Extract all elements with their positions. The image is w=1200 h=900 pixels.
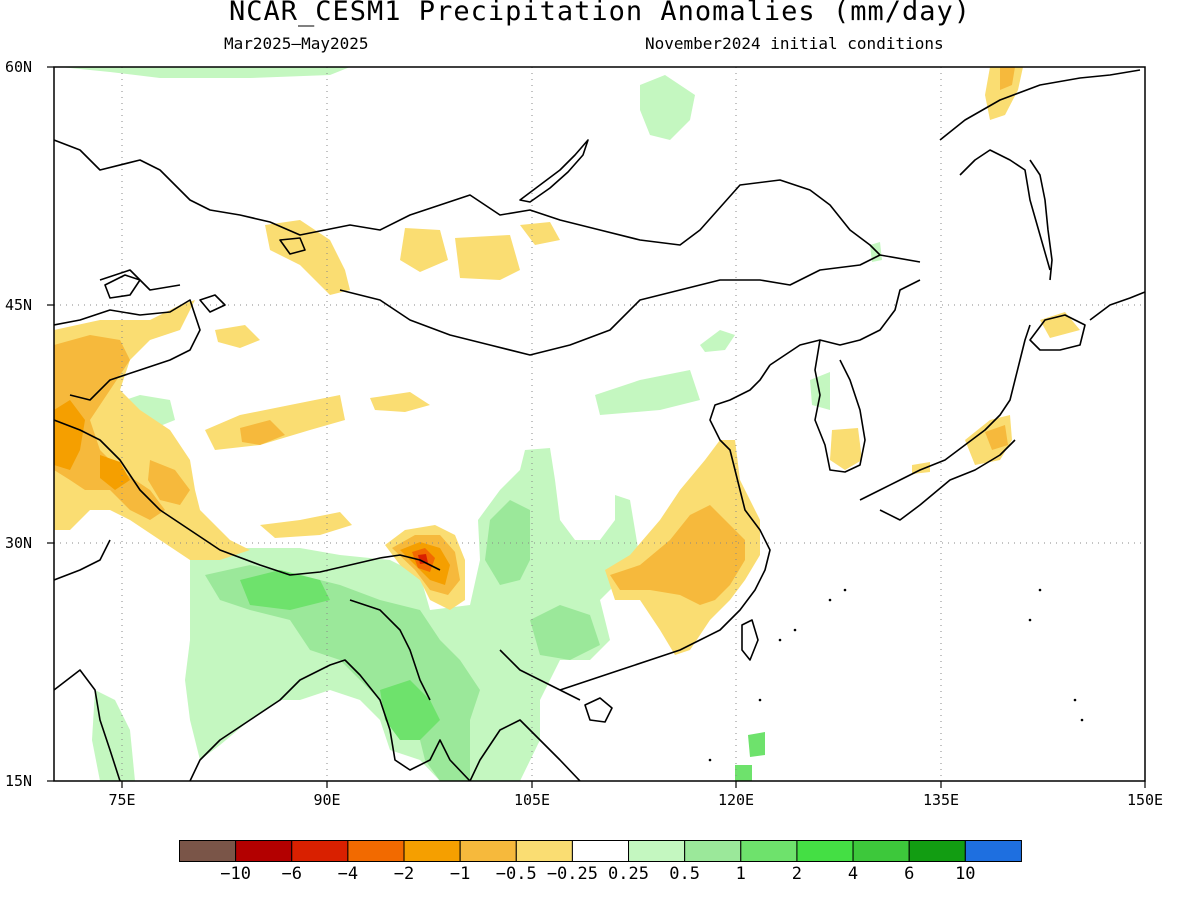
- dry-region-dzungar: [215, 325, 260, 348]
- colorbar-swatch: [515, 840, 573, 862]
- colorbar-label: 6: [904, 864, 915, 884]
- lat-label-45n: 45N: [5, 296, 33, 314]
- lat-label-30n: 30N: [5, 534, 33, 552]
- islands: [708, 588, 1084, 762]
- dry-region-mongolia-3: [520, 222, 560, 245]
- colorbar-swatch: [852, 840, 910, 862]
- wet-region-indochina-north: [530, 605, 600, 660]
- colorbar-swatch: [796, 840, 854, 862]
- colorbar-label: 0.25: [608, 864, 649, 884]
- wet-region-india-west: [92, 690, 135, 781]
- map-grid: [54, 67, 1145, 781]
- colorbar-swatch: [403, 840, 461, 862]
- colorbar-swatch: [740, 840, 798, 862]
- dry-region-korea-south: [830, 428, 862, 470]
- wet-region-mongolia-south: [700, 330, 735, 352]
- map-frame: [53, 66, 1146, 782]
- initial-conditions-label: November2024 initial conditions: [645, 34, 944, 53]
- colorbar-label: −0.5: [495, 864, 537, 884]
- colorbar-label: −2: [393, 864, 415, 884]
- colorbar-swatch: [179, 840, 237, 862]
- colorbar-swatch: [628, 840, 686, 862]
- colorbar-swatch: [571, 840, 630, 862]
- chart-title: NCAR_CESM1 Precipitation Anomalies (mm/d…: [229, 0, 971, 27]
- colorbar-label: 2: [791, 864, 803, 884]
- dry-region-tarim: [205, 395, 345, 450]
- colorbar-label: 0.5: [669, 864, 701, 884]
- colorbar: [179, 840, 1022, 862]
- colorbar-label: −6: [281, 864, 302, 884]
- dry-region-tarim-core: [240, 420, 285, 445]
- dry-region-pamir: [54, 335, 165, 520]
- lon-label-105e: 105E: [513, 791, 551, 809]
- colorbar-swatch: [964, 840, 1022, 862]
- dry-region-himalaya-west: [148, 460, 190, 505]
- colorbar-label: 4: [847, 864, 859, 884]
- colorbar-label: −0.25: [546, 864, 598, 884]
- wet-region-kazakh: [60, 67, 350, 78]
- dry-region-qaidam: [370, 392, 430, 412]
- anomaly-shading: [54, 67, 1080, 781]
- wet-region-sichuan: [485, 500, 530, 585]
- wet-region-philippines: [735, 765, 752, 781]
- colorbar-swatch: [908, 840, 966, 862]
- dry-region-yunnan-max: [418, 554, 428, 564]
- dry-region-japan-core: [985, 425, 1008, 450]
- lat-label-15n: 15N: [5, 772, 33, 790]
- lon-label-90e: 90E: [313, 791, 341, 809]
- season-label: Mar2025–May2025: [224, 34, 369, 53]
- colorbar-label: −4: [337, 864, 359, 884]
- colorbar-label: −10: [220, 864, 251, 884]
- colorbar-swatch: [235, 840, 293, 862]
- colorbar-swatch: [459, 840, 517, 862]
- colorbar-swatch: [347, 840, 405, 862]
- lon-label-120e: 120E: [717, 791, 755, 809]
- wet-region-north-china: [595, 370, 700, 415]
- lon-label-150e: 150E: [1126, 791, 1164, 809]
- dry-region-mongolia-2: [455, 235, 520, 280]
- axis-ticks: [47, 66, 1146, 788]
- colorbar-label: 1: [735, 864, 746, 884]
- lat-label-60n: 60N: [5, 58, 33, 76]
- lon-label-75e: 75E: [108, 791, 136, 809]
- coastlines-borders: [54, 69, 1145, 781]
- dry-region-kamchatka: [985, 67, 1023, 120]
- dry-region-mongolia-1: [400, 228, 448, 272]
- colorbar-swatch: [684, 840, 742, 862]
- dry-region-east-china-core: [610, 505, 745, 605]
- dry-region-kamchatka-core: [1000, 67, 1015, 90]
- wet-region-taiwan: [748, 732, 765, 757]
- colorbar-label: −1: [449, 864, 471, 884]
- colorbar-swatch: [291, 840, 349, 862]
- dry-region-tibet-south: [260, 512, 352, 538]
- wet-region-siberia: [640, 75, 695, 140]
- lon-label-135e: 135E: [922, 791, 960, 809]
- wet-region-bay-of-bengal-coast: [380, 680, 440, 740]
- wet-region-himalaya-east: [240, 570, 330, 610]
- dry-region-pamir-core: [54, 400, 85, 470]
- colorbar-label: 10: [955, 864, 976, 884]
